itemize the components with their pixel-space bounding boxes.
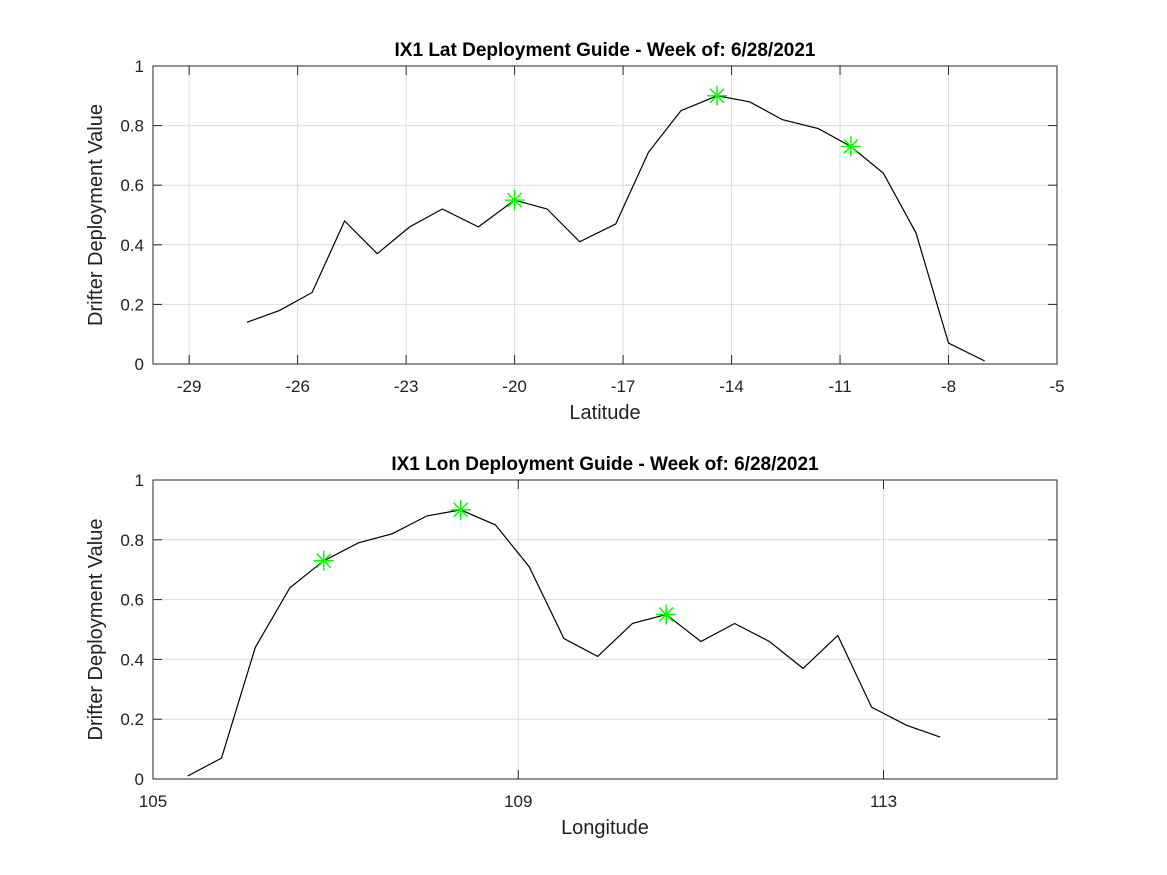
asterisk-marker xyxy=(656,604,677,625)
x-tick-label: 109 xyxy=(504,792,532,811)
series-line xyxy=(246,95,985,362)
x-axis-label: Longitude xyxy=(561,817,649,839)
y-axis-label: Drifter Deployment Value xyxy=(85,104,107,326)
latitude-chart: -29 -26 -23 -20 -17 -14 -11 -8 -500.20.40.60.81 … xyxy=(85,40,1065,424)
y-tick-label: 1 xyxy=(135,57,144,76)
x-tick-label: -14 xyxy=(719,377,744,396)
plot-area-frame xyxy=(152,479,1058,780)
x-tick-label: -20 xyxy=(502,377,527,396)
asterisk-marker xyxy=(840,136,861,157)
y-tick-label: 0.4 xyxy=(120,236,144,255)
chart-title: IX1 Lon Deployment Guide - Week of: 6/28… xyxy=(391,454,819,475)
asterisk-marker xyxy=(313,550,334,571)
series-line xyxy=(187,509,941,777)
y-tick-label: 0.6 xyxy=(120,591,144,610)
y-tick-label: 0.8 xyxy=(120,117,144,136)
y-tick-label: 0.2 xyxy=(120,295,144,314)
x-tick-label: 105 xyxy=(139,792,167,811)
x-axis-label: Latitude xyxy=(569,402,640,424)
x-tick-label: -5 xyxy=(1049,377,1064,396)
x-tick-label: -29 xyxy=(177,377,202,396)
x-tick-label: -23 xyxy=(394,377,419,396)
longitude-chart: 105 109 113 0 0.2 0.4 0.6 0.8 1 IX1 Lon Deployme… xyxy=(85,454,1058,839)
x-tick-label: -8 xyxy=(941,377,956,396)
x-tick-label: 113 xyxy=(870,792,897,811)
y-axis-label: Drifter Deployment Value xyxy=(85,519,107,741)
y-tick-label: 1 xyxy=(135,471,144,490)
chart-title: IX1 Lat Deployment Guide - Week of: 6/28… xyxy=(395,40,816,61)
asterisk-marker xyxy=(450,499,471,520)
y-tick-label: 0.2 xyxy=(120,710,144,729)
y-tick-label: 0.8 xyxy=(120,531,144,550)
y-tick-label: 0 xyxy=(135,355,144,374)
plot-area-frame xyxy=(152,65,1058,365)
x-tick-label: -17 xyxy=(611,377,636,396)
y-tick-label: 0.4 xyxy=(120,650,144,669)
x-tick-label: -11 xyxy=(828,377,851,396)
x-tick-label: -26 xyxy=(285,377,310,396)
asterisk-marker xyxy=(707,85,728,106)
y-tick-label: 0.6 xyxy=(120,176,144,195)
asterisk-marker xyxy=(504,190,525,211)
y-tick-label: 0 xyxy=(135,770,144,789)
